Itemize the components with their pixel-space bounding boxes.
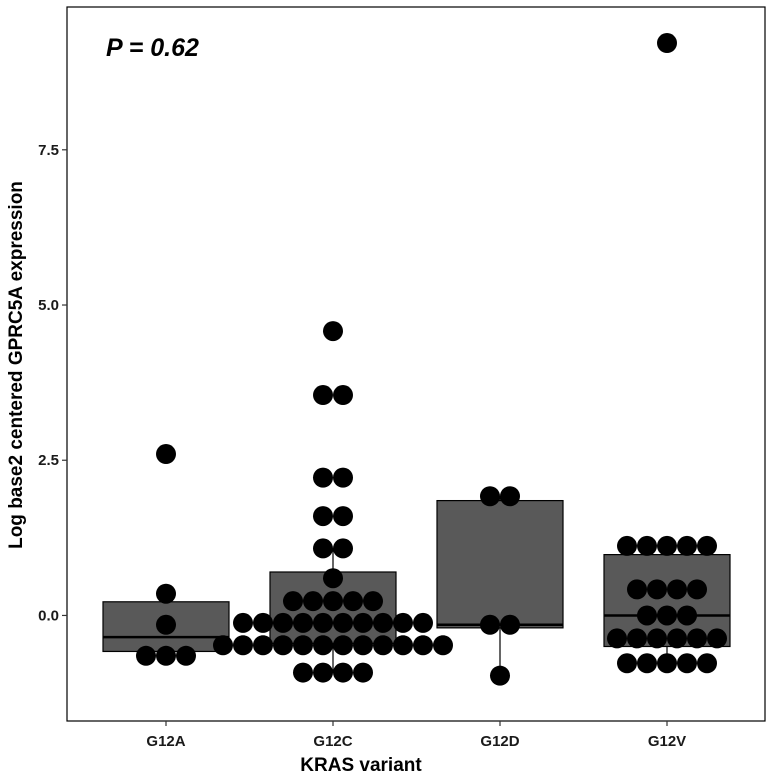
data-point xyxy=(313,385,333,406)
data-point xyxy=(657,33,677,54)
data-point xyxy=(333,385,353,406)
data-point xyxy=(156,583,176,604)
data-point xyxy=(490,665,510,686)
data-point xyxy=(176,645,196,666)
data-point xyxy=(413,612,433,633)
x-tick-label: G12V xyxy=(648,733,686,750)
data-point xyxy=(697,535,717,556)
data-point xyxy=(363,591,383,612)
data-point xyxy=(313,538,333,559)
data-point xyxy=(480,614,500,635)
data-point xyxy=(333,612,353,633)
box xyxy=(603,554,731,648)
data-point xyxy=(353,612,373,633)
y-axis-title: Log base2 centered GPRC5A expression xyxy=(6,181,27,549)
data-point xyxy=(657,605,677,626)
data-point xyxy=(647,579,667,600)
box xyxy=(436,499,564,629)
data-point xyxy=(647,628,667,649)
data-point xyxy=(373,612,393,633)
data-point xyxy=(283,591,303,612)
y-tick-label: 0.0 xyxy=(38,607,59,624)
data-point xyxy=(313,662,333,683)
point-layer xyxy=(136,33,727,686)
data-point xyxy=(707,628,727,649)
data-point xyxy=(273,612,293,633)
data-point xyxy=(687,579,707,600)
p-value-annotation: P = 0.62 xyxy=(106,34,199,62)
data-point xyxy=(500,486,520,507)
y-tick-label: 5.0 xyxy=(38,297,59,314)
data-point xyxy=(233,635,253,656)
data-point xyxy=(253,635,273,656)
y-tick-label: 7.5 xyxy=(38,142,59,159)
y-tick-label: 2.5 xyxy=(38,452,59,469)
data-point xyxy=(323,591,343,612)
data-point xyxy=(156,444,176,465)
data-point xyxy=(480,486,500,507)
data-point xyxy=(697,653,717,674)
data-point xyxy=(393,635,413,656)
data-point xyxy=(607,628,627,649)
x-tick-label: G12C xyxy=(313,733,352,750)
data-point xyxy=(667,579,687,600)
data-point xyxy=(213,635,233,656)
data-point xyxy=(313,467,333,488)
data-point xyxy=(293,612,313,633)
data-point xyxy=(156,645,176,666)
data-point xyxy=(667,628,687,649)
data-point xyxy=(323,568,343,589)
data-point xyxy=(333,506,353,527)
data-point xyxy=(333,467,353,488)
data-point xyxy=(333,635,353,656)
data-point xyxy=(500,614,520,635)
data-point xyxy=(687,628,707,649)
data-point xyxy=(253,612,273,633)
data-point xyxy=(627,579,647,600)
data-point xyxy=(413,635,433,656)
data-point xyxy=(233,612,253,633)
data-point xyxy=(313,612,333,633)
data-point xyxy=(677,653,697,674)
data-point xyxy=(343,591,363,612)
data-point xyxy=(353,635,373,656)
data-point xyxy=(373,635,393,656)
data-point xyxy=(657,653,677,674)
data-point xyxy=(637,535,657,556)
data-point xyxy=(273,635,293,656)
data-point xyxy=(323,321,343,342)
data-point xyxy=(637,605,657,626)
data-point xyxy=(677,535,697,556)
data-point xyxy=(353,662,373,683)
data-point xyxy=(637,653,657,674)
data-point xyxy=(393,612,413,633)
x-axis-title: KRAS variant xyxy=(300,755,422,776)
data-point xyxy=(333,538,353,559)
data-point xyxy=(333,662,353,683)
data-point xyxy=(677,605,697,626)
x-tick-label: G12D xyxy=(480,733,519,750)
data-point xyxy=(617,535,637,556)
data-point xyxy=(293,662,313,683)
data-point xyxy=(657,535,677,556)
data-point xyxy=(433,635,453,656)
y-axis: 0.0 2.5 5.0 7.5 xyxy=(38,142,67,624)
x-axis: G12A G12C G12D G12V xyxy=(146,721,686,750)
data-point xyxy=(136,645,156,666)
data-point xyxy=(303,591,323,612)
data-point xyxy=(313,635,333,656)
data-point xyxy=(293,635,313,656)
data-point xyxy=(617,653,637,674)
data-point xyxy=(156,614,176,635)
data-point xyxy=(627,628,647,649)
x-tick-label: G12A xyxy=(146,733,185,750)
data-point xyxy=(313,506,333,527)
